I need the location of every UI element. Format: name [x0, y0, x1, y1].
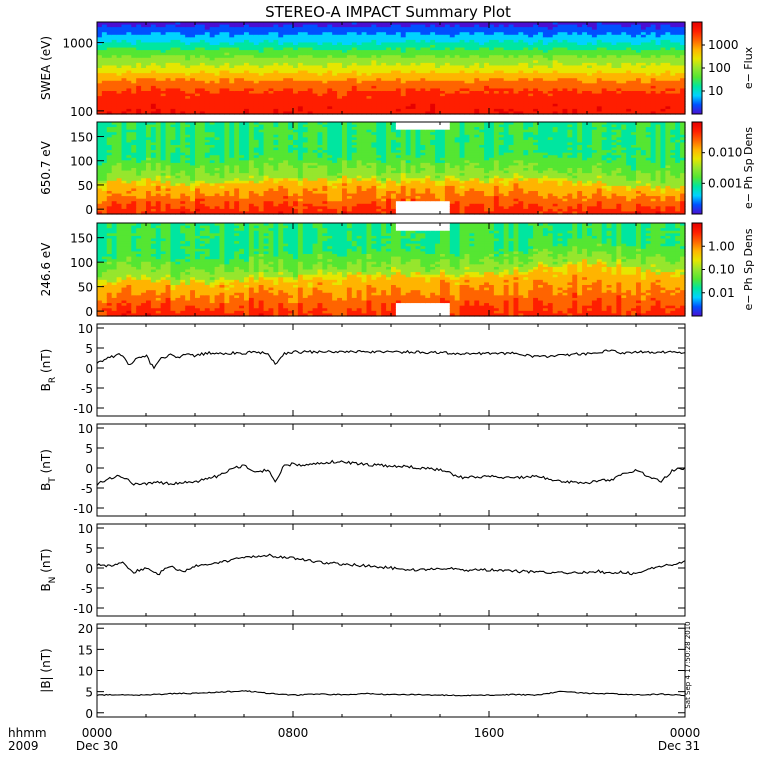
- panels-group: 1000 100 SWEA (eV) 1000 100 10 e− Flux 15010050…: [39, 22, 755, 721]
- colorbar-tick-label: 1000: [708, 38, 739, 52]
- colorbar-1: [692, 22, 702, 114]
- colorbar-label: e− Flux: [742, 46, 755, 89]
- colorbar-tick-label: 10: [708, 84, 723, 98]
- y-tick-label: 1000: [62, 37, 93, 51]
- y-axis-label-part: SWEA (eV): [39, 36, 53, 100]
- colorbar-tick-label: 100: [708, 61, 731, 75]
- y-tick-label: 100: [70, 105, 93, 119]
- spectrogram-panel-1: 1000 100 SWEA (eV) 1000 100 10 e− Flux: [39, 22, 755, 119]
- y-axis-label: SWEA (eV): [39, 36, 53, 100]
- plot-title: STEREO-A IMPACT Summary Plot: [265, 3, 511, 21]
